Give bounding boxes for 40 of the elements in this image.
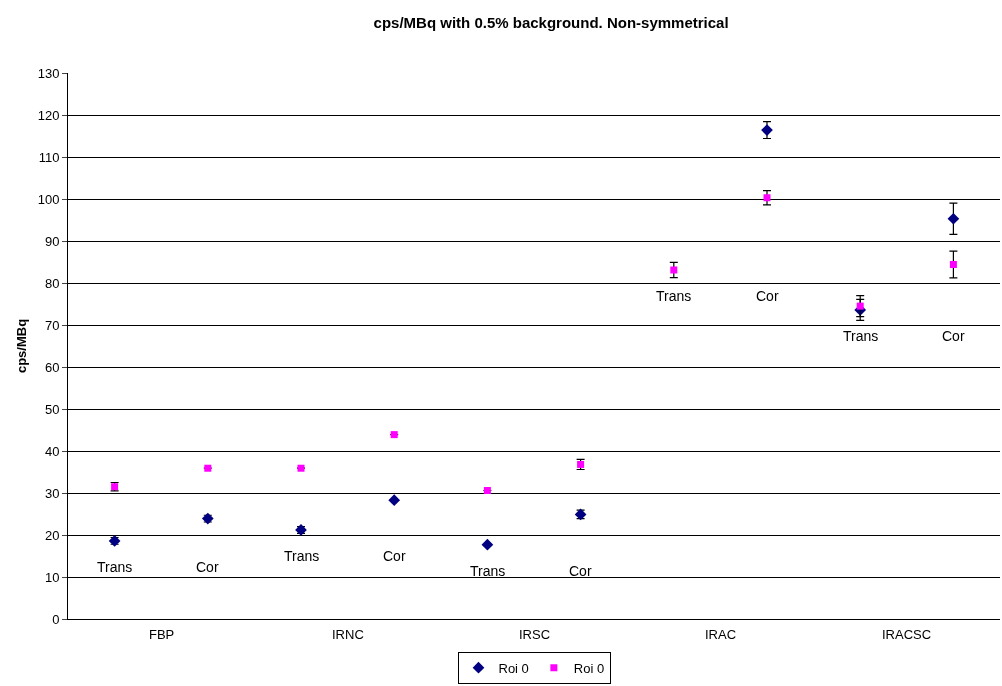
text: IRSC [519,627,551,642]
point [947,212,960,225]
annotation: Trans [284,548,320,564]
annotation: Trans [97,559,133,575]
y-tick-label: 10 [44,569,60,585]
chart-title: cps/MBq with 0.5% background. Non-symmetrical [373,13,729,31]
y-tick-label: 110 [38,149,60,165]
y-tick-label: 120 [37,107,60,123]
text: IRACSC [882,627,932,642]
point [388,494,401,506]
y-tick-label: 60 [44,359,60,375]
legend-label: Roi 0 [498,660,529,676]
y-tick-label: 130 [37,65,60,81]
annotation: Trans [843,328,879,344]
y-tick-label: 80 [44,275,60,291]
y-tick-label: 20 [44,527,60,543]
text: IRAC [705,627,737,642]
text: IRNC [332,627,364,642]
point [670,266,678,274]
annotation: Cor [942,328,965,344]
y-axis-title: cps/MBq [13,318,29,374]
y-tick-label: 90 [44,233,60,249]
y-tick-label: 70 [44,317,60,333]
annotation: Trans [656,288,692,304]
text: FBP [149,627,175,642]
annotation: Cor [383,548,406,564]
legend-label: Roi 0 [573,660,605,676]
y-tick-label: 40 [44,443,60,459]
annotation: Cor [756,288,779,304]
y-tick-label: 100 [37,191,60,207]
point [949,261,957,269]
annotation: Cor [196,559,219,575]
annotation: Cor [569,563,592,579]
y-tick-label: 30 [44,485,60,501]
y-tick-label: 0 [52,611,60,627]
point [856,302,864,310]
annotation: Trans [470,563,506,579]
y-tick-label: 50 [44,401,60,417]
point [763,194,771,202]
point [481,538,494,551]
